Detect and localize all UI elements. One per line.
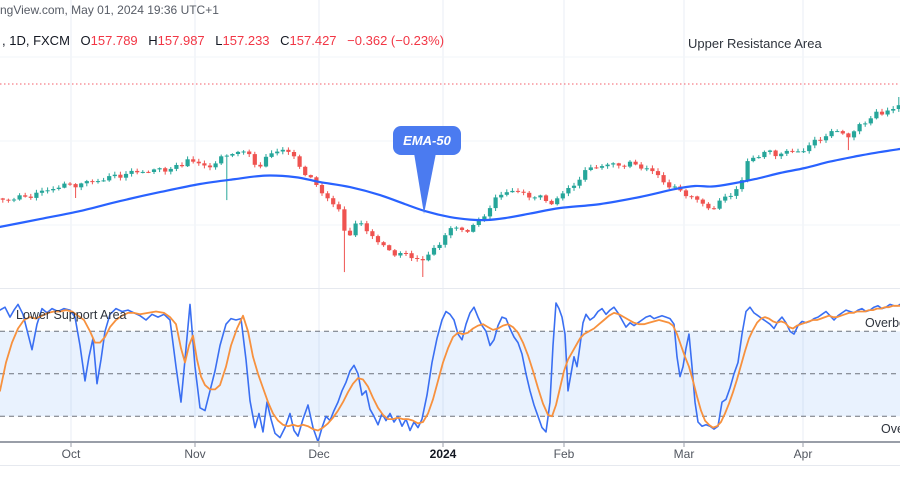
time-axis-label-2024: 2024 [429, 447, 457, 461]
time-axis-label-nov: Nov [184, 447, 206, 461]
time-axis-label-mar: Mar [673, 447, 695, 461]
overbought-label[interactable]: Overbought [865, 316, 900, 330]
stochastic-lines[interactable] [0, 302, 900, 442]
symbol-info-bar[interactable]: , 1D, FXCM O157.789 H157.987 L157.233 C1… [2, 33, 444, 48]
ema-50-line[interactable] [0, 147, 900, 228]
ohlc-close: C157.427 [280, 33, 337, 48]
time-axis-label-oct: Oct [61, 447, 81, 461]
ema-50-callout[interactable]: EMA-50 [393, 126, 461, 155]
symbol-info[interactable]: , 1D, FXCM [2, 33, 70, 48]
ema-callout-pointer [414, 153, 436, 214]
ohlc-low: L157.233 [215, 33, 270, 48]
change-value: −0.362 (−0.23%) [347, 33, 445, 48]
time-axis-label-dec: Dec [308, 447, 330, 461]
ohlc-high: H157.987 [148, 33, 205, 48]
time-axis-label-apr: Apr [793, 447, 813, 461]
axis-lines [0, 288, 900, 466]
oversold-label[interactable]: Oversold [881, 422, 900, 436]
upper-resistance-label[interactable]: Upper Resistance Area [688, 36, 822, 51]
time-axis[interactable]: Oct Nov Dec 2024 Feb Mar Apr [0, 443, 900, 466]
lower-support-label[interactable]: Lower Support Area [16, 308, 127, 322]
vertical-gridlines [70, 0, 804, 441]
time-axis-label-feb: Feb [553, 447, 575, 461]
watermark-text: ngView.com, May 01, 2024 19:36 UTC+1 [0, 3, 219, 17]
candlestick-series[interactable] [0, 97, 900, 277]
ohlc-open: O157.789 [80, 33, 138, 48]
